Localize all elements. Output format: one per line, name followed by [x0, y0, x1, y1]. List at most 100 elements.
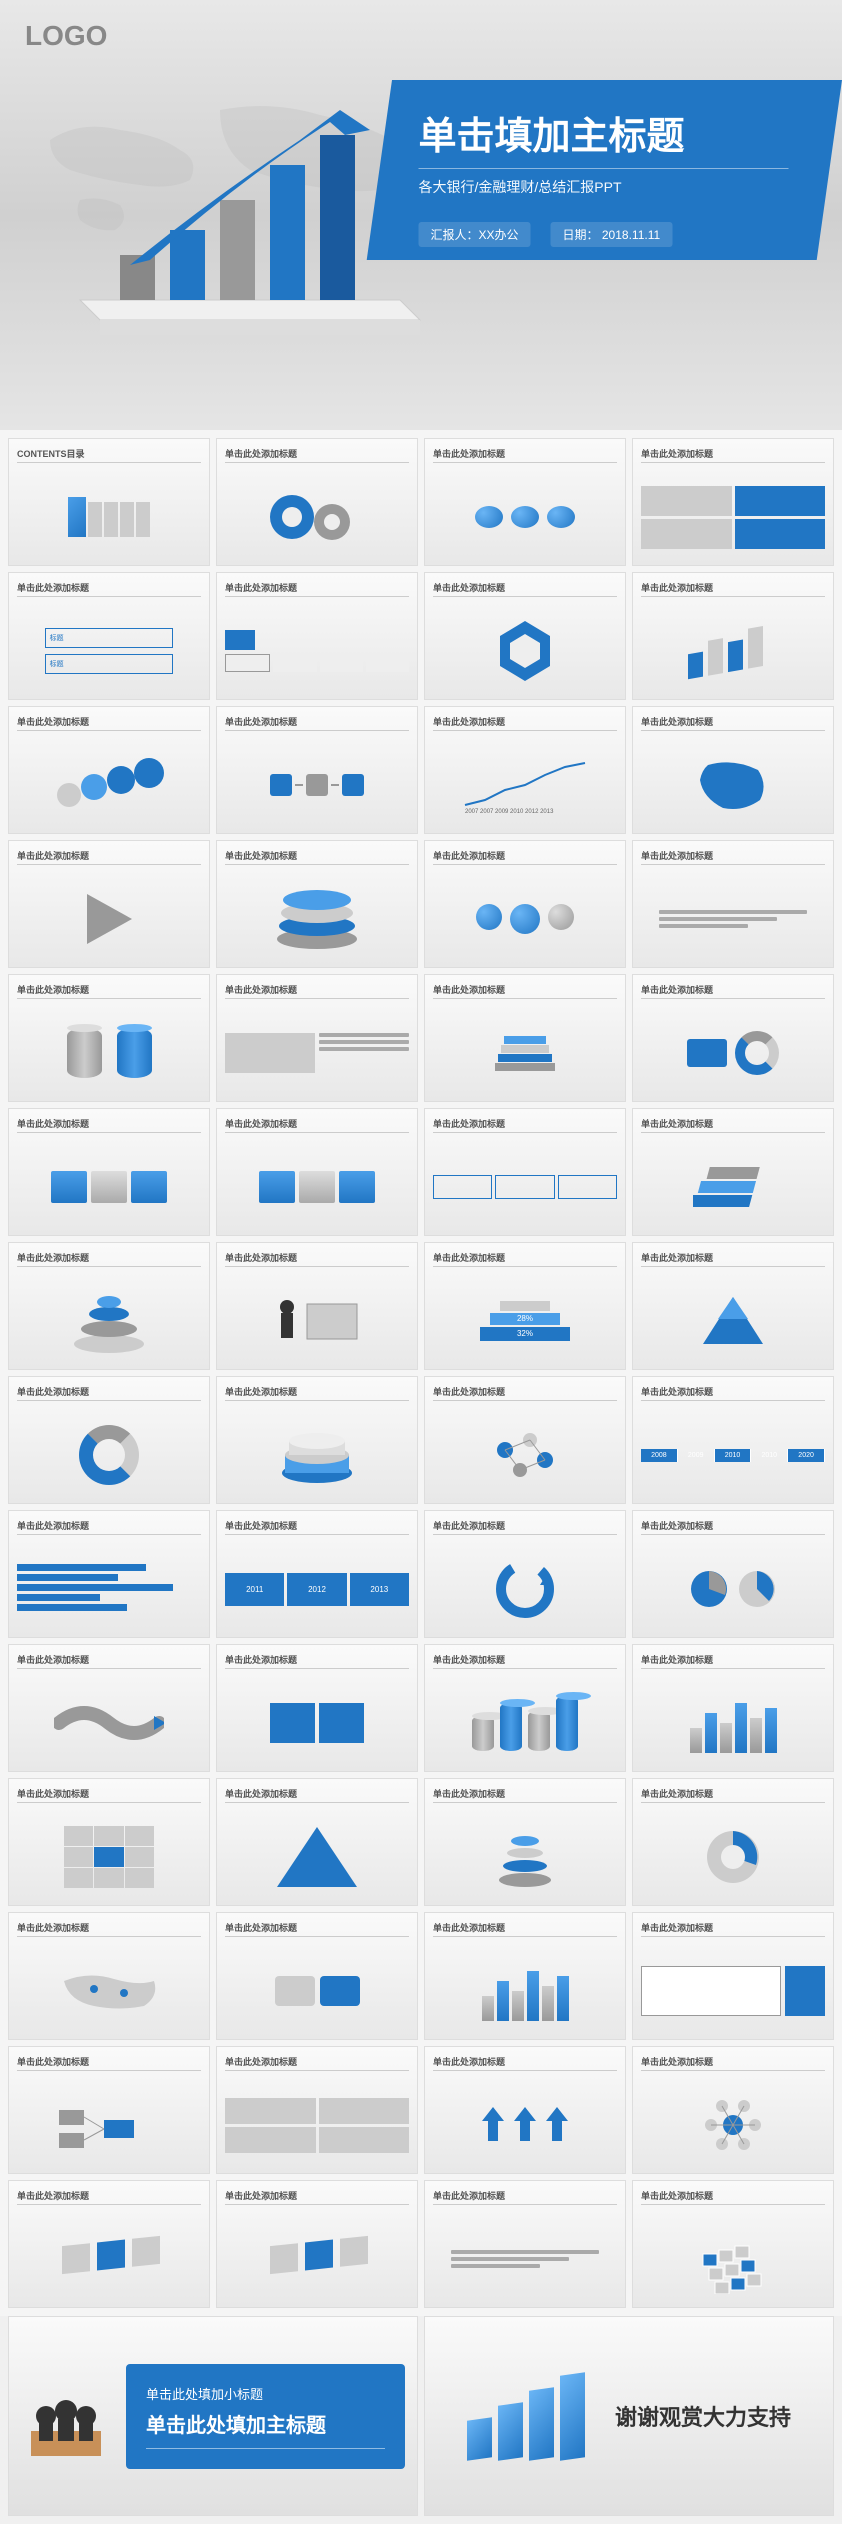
slide-thumb-title: 单击此处添加标题: [225, 849, 409, 865]
footer-slide-title: 单击此处填加小标题 单击此处填加主标题: [8, 2316, 418, 2516]
slide-thumb-title: 单击此处添加标题: [433, 1117, 617, 1133]
slide-thumb-7[interactable]: 单击此处添加标题: [632, 572, 834, 700]
slide-thumb-title: 单击此处添加标题: [225, 581, 409, 597]
slide-thumb-21[interactable]: 单击此处添加标题: [216, 1108, 418, 1236]
slide-thumb-title: 单击此处添加标题: [433, 2055, 617, 2071]
slide-thumb-title: 单击此处添加标题: [433, 715, 617, 731]
slide-thumb-50[interactable]: 单击此处添加标题: [424, 2046, 626, 2174]
slide-thumb-title: 单击此处添加标题: [433, 447, 617, 463]
slide-thumb-20[interactable]: 单击此处添加标题: [8, 1108, 210, 1236]
slide-thumb-6[interactable]: 单击此处添加标题: [424, 572, 626, 700]
slide-thumb-title: 单击此处添加标题: [17, 2189, 201, 2205]
slide-thumb-34[interactable]: 单击此处添加标题: [424, 1510, 626, 1638]
people-icon: [21, 2371, 111, 2461]
slide-thumb-22[interactable]: 单击此处添加标题: [424, 1108, 626, 1236]
slide-thumb-title: 单击此处添加标题: [17, 1653, 201, 1669]
hero-slide: LOGO 单击填加主标题 各大银行/金融理财/总结汇报PPT 汇报人：XX办公 …: [0, 0, 842, 430]
slide-thumb-19[interactable]: 单击此处添加标题: [632, 974, 834, 1102]
slide-grid: CONTENTS目录单击此处添加标题单击此处添加标题单击此处添加标题单击此处添加…: [0, 430, 842, 2316]
slide-thumb-title: 单击此处添加标题: [641, 1921, 825, 1937]
slide-thumb-25[interactable]: 单击此处添加标题: [216, 1242, 418, 1370]
slide-thumb-28[interactable]: 单击此处添加标题: [8, 1376, 210, 1504]
slide-thumb-36[interactable]: 单击此处添加标题: [8, 1644, 210, 1772]
slide-thumb-title: 单击此处添加标题: [17, 983, 201, 999]
slide-thumb-title: 单击此处添加标题: [641, 2055, 825, 2071]
slide-thumb-title: 单击此处添加标题: [225, 983, 409, 999]
slide-thumb-11[interactable]: 单击此处添加标题: [632, 706, 834, 834]
slide-thumb-title: 单击此处添加标题: [17, 581, 201, 597]
slide-thumb-5[interactable]: 单击此处添加标题: [216, 572, 418, 700]
slide-thumb-52[interactable]: 单击此处添加标题: [8, 2180, 210, 2308]
slide-thumb-54[interactable]: 单击此处添加标题: [424, 2180, 626, 2308]
slide-thumb-10[interactable]: 单击此处添加标题2007 2007 2009 2010 2012 2013: [424, 706, 626, 834]
slide-thumb-30[interactable]: 单击此处添加标题: [424, 1376, 626, 1504]
slide-thumb-title: 单击此处添加标题: [641, 2189, 825, 2205]
slide-thumb-title: 单击此处添加标题: [641, 1519, 825, 1535]
slide-thumb-title: 单击此处添加标题: [433, 983, 617, 999]
slide-thumb-44[interactable]: 单击此处添加标题: [8, 1912, 210, 2040]
slide-thumb-41[interactable]: 单击此处添加标题: [216, 1778, 418, 1906]
slide-thumb-title: 单击此处添加标题: [17, 1921, 201, 1937]
slide-thumb-title: 单击此处添加标题: [641, 1787, 825, 1803]
slide-thumb-title: 单击此处添加标题: [433, 1787, 617, 1803]
slide-thumb-49[interactable]: 单击此处添加标题: [216, 2046, 418, 2174]
slide-thumb-12[interactable]: 单击此处添加标题: [8, 840, 210, 968]
slide-thumb-18[interactable]: 单击此处添加标题: [424, 974, 626, 1102]
slide-thumb-17[interactable]: 单击此处添加标题: [216, 974, 418, 1102]
slide-thumb-26[interactable]: 单击此处添加标题28%32%: [424, 1242, 626, 1370]
slide-thumb-13[interactable]: 单击此处添加标题: [216, 840, 418, 968]
slide-thumb-23[interactable]: 单击此处添加标题: [632, 1108, 834, 1236]
slide-thumb-15[interactable]: 单击此处添加标题: [632, 840, 834, 968]
slide-thumb-37[interactable]: 单击此处添加标题: [216, 1644, 418, 1772]
logo-text: LOGO: [25, 20, 107, 52]
slide-thumb-title: 单击此处添加标题: [641, 1251, 825, 1267]
main-title: 单击填加主标题: [419, 105, 789, 160]
slide-thumb-9[interactable]: 单击此处添加标题: [216, 706, 418, 834]
slide-thumb-46[interactable]: 单击此处添加标题: [424, 1912, 626, 2040]
slide-thumb-title: CONTENTS目录: [17, 447, 201, 463]
slide-thumb-title: 单击此处添加标题: [17, 715, 201, 731]
slide-thumb-title: 单击此处添加标题: [641, 715, 825, 731]
slide-thumb-title: 单击此处添加标题: [225, 1385, 409, 1401]
slide-thumb-1[interactable]: 单击此处添加标题: [216, 438, 418, 566]
slide-thumb-2[interactable]: 单击此处添加标题: [424, 438, 626, 566]
slide-thumb-title: 单击此处添加标题: [225, 447, 409, 463]
slide-thumb-32[interactable]: 单击此处添加标题: [8, 1510, 210, 1638]
slide-thumb-title: 单击此处添加标题: [433, 581, 617, 597]
slide-thumb-24[interactable]: 单击此处添加标题: [8, 1242, 210, 1370]
slide-thumb-47[interactable]: 单击此处添加标题: [632, 1912, 834, 2040]
slide-thumb-29[interactable]: 单击此处添加标题: [216, 1376, 418, 1504]
slide-thumb-0[interactable]: CONTENTS目录: [8, 438, 210, 566]
thanks-text: 谢谢观赏大力支持: [615, 2400, 791, 2432]
slide-thumb-40[interactable]: 单击此处添加标题: [8, 1778, 210, 1906]
slide-thumb-title: 单击此处添加标题: [433, 849, 617, 865]
slide-thumb-43[interactable]: 单击此处添加标题: [632, 1778, 834, 1906]
slide-thumb-53[interactable]: 单击此处添加标题: [216, 2180, 418, 2308]
slide-thumb-title: 单击此处添加标题: [641, 849, 825, 865]
slide-thumb-51[interactable]: 单击此处添加标题: [632, 2046, 834, 2174]
slide-thumb-38[interactable]: 单击此处添加标题: [424, 1644, 626, 1772]
slide-thumb-55[interactable]: 单击此处添加标题: [632, 2180, 834, 2308]
footer-slide-thanks: 谢谢观赏大力支持: [424, 2316, 834, 2516]
slide-thumb-title: 单击此处添加标题: [641, 1653, 825, 1669]
slide-thumb-27[interactable]: 单击此处添加标题: [632, 1242, 834, 1370]
slide-thumb-35[interactable]: 单击此处添加标题: [632, 1510, 834, 1638]
slide-thumb-3[interactable]: 单击此处添加标题: [632, 438, 834, 566]
slide-thumb-39[interactable]: 单击此处添加标题: [632, 1644, 834, 1772]
slide-thumb-title: 单击此处添加标题: [641, 1117, 825, 1133]
date-box: 日期： 2018.11.11: [551, 222, 673, 247]
slide-thumb-8[interactable]: 单击此处添加标题: [8, 706, 210, 834]
slide-thumb-31[interactable]: 单击此处添加标题20082009201020102020: [632, 1376, 834, 1504]
slide-thumb-title: 单击此处添加标题: [17, 849, 201, 865]
slide-thumb-48[interactable]: 单击此处添加标题: [8, 2046, 210, 2174]
slide-thumb-4[interactable]: 单击此处添加标题标题标题: [8, 572, 210, 700]
slide-thumb-title: 单击此处添加标题: [225, 2055, 409, 2071]
slide-thumb-33[interactable]: 单击此处添加标题201120122013: [216, 1510, 418, 1638]
slide-thumb-45[interactable]: 单击此处添加标题: [216, 1912, 418, 2040]
slide-thumb-title: 单击此处添加标题: [641, 581, 825, 597]
slide-thumb-42[interactable]: 单击此处添加标题: [424, 1778, 626, 1906]
slide-thumb-title: 单击此处添加标题: [17, 2055, 201, 2071]
slide-thumb-14[interactable]: 单击此处添加标题: [424, 840, 626, 968]
slide-thumb-16[interactable]: 单击此处添加标题: [8, 974, 210, 1102]
slide-thumb-title: 单击此处添加标题: [641, 447, 825, 463]
